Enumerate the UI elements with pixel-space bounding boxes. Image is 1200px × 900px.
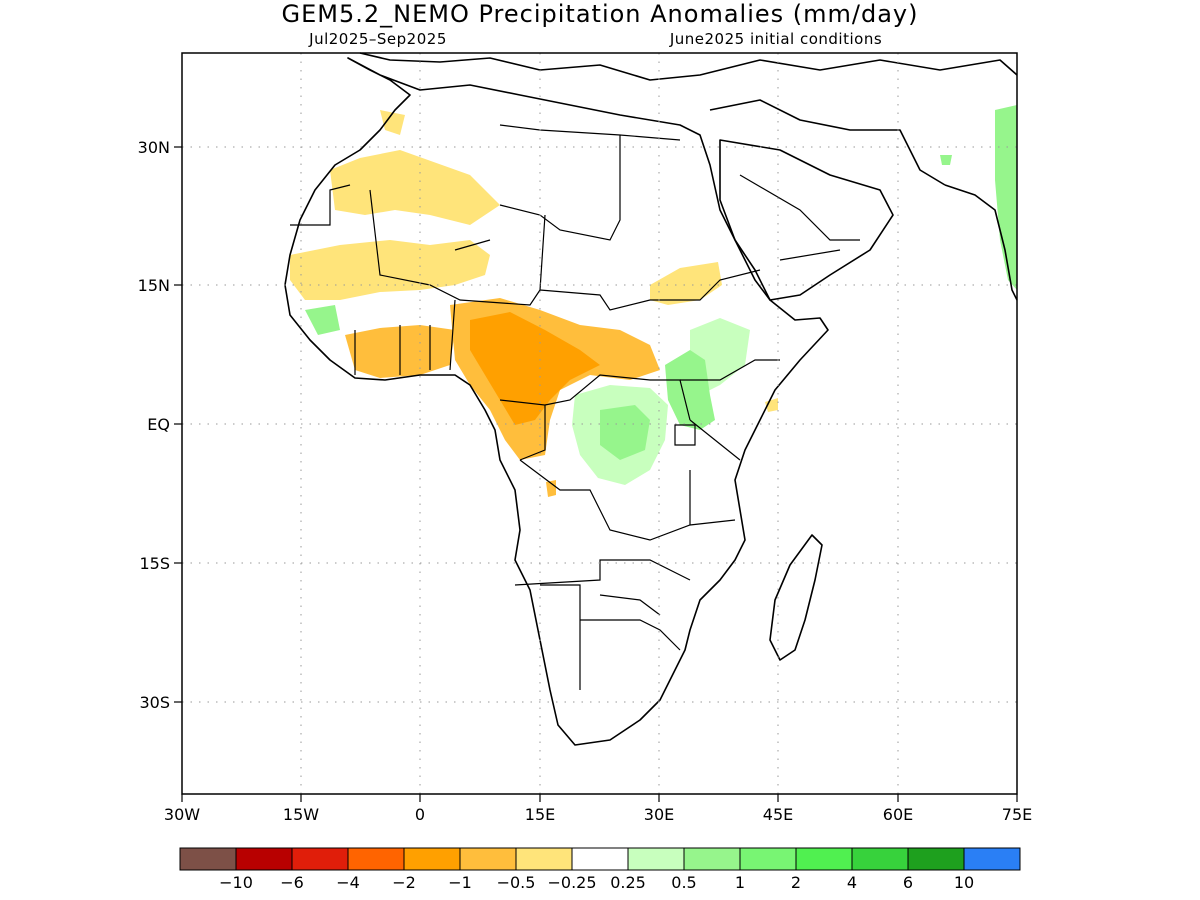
anomaly-patch-somalia-coast	[765, 398, 778, 412]
lon-label-75e: 75E	[1002, 805, 1032, 824]
lat-label-eq: EQ	[147, 415, 170, 434]
border-sahara-north	[499, 124, 681, 241]
anomaly-patch-sahel-west	[290, 240, 490, 300]
anomaly-patch-east-africa	[665, 350, 715, 430]
anomaly-shading	[290, 105, 1017, 497]
colorbar-swatch-5	[459, 847, 517, 871]
colorbar-swatch-11	[795, 847, 853, 871]
colorbar-swatch-3	[347, 847, 405, 871]
africa-coastline	[284, 57, 829, 746]
india-coastline	[944, 184, 1018, 301]
coastlines	[284, 52, 1018, 746]
map-frame: 30W 15W 0 15E 30E 45E 60E 75E 30N 15N EQ…	[138, 52, 1033, 824]
colorbar-label-2: −4	[336, 873, 360, 892]
anomaly-patch-congo-core	[600, 405, 650, 460]
colorbar-swatch-10	[739, 847, 797, 871]
colorbar-swatches	[179, 847, 1021, 871]
tick-marks	[174, 146, 1018, 802]
border-arabia	[739, 174, 860, 261]
lon-label-30e: 30E	[644, 805, 674, 824]
madagascar-coastline	[769, 534, 823, 661]
colorbar-swatch-13	[907, 847, 965, 871]
lon-label-0: 0	[415, 805, 425, 824]
colorbar-swatch-0	[179, 847, 237, 871]
lat-label-30s: 30S	[139, 693, 170, 712]
lon-label-45e: 45E	[763, 805, 793, 824]
anomaly-patch-northwest	[380, 110, 405, 135]
colorbar-label-10: 2	[791, 873, 801, 892]
colorbar-label-1: −6	[280, 873, 304, 892]
anomaly-patch-sudan	[650, 262, 722, 305]
colorbar-swatch-7	[571, 847, 629, 871]
lon-label-60e: 60E	[883, 805, 913, 824]
colorbar-swatch-14	[963, 847, 1021, 871]
tick-labels: 30W 15W 0 15E 30E 45E 60E 75E 30N 15N EQ…	[138, 138, 1033, 824]
anomaly-patch-small-south	[546, 480, 556, 497]
colorbar-swatch-6	[515, 847, 573, 871]
lake-victoria	[674, 424, 696, 446]
lat-label-15n: 15N	[138, 276, 170, 295]
colorbar-swatch-9	[683, 847, 741, 871]
colorbar-label-5: −0.5	[497, 873, 536, 892]
colorbar-swatch-1	[235, 847, 293, 871]
colorbar-swatch-4	[403, 847, 461, 871]
colorbar-label-3: −2	[392, 873, 416, 892]
subtitle-period: Jul2025–Sep2025	[308, 30, 447, 48]
colorbar-label-0: −10	[219, 873, 253, 892]
lon-label-15w: 15W	[283, 805, 319, 824]
arabia-coastline	[719, 139, 894, 301]
border-southern-africa	[514, 559, 691, 690]
anomaly-patch-small-wet	[940, 155, 952, 165]
anomaly-patch-nigeria-core	[470, 312, 600, 425]
colorbar-label-6: −0.25	[547, 873, 596, 892]
colorbar-label-7: 0.25	[610, 873, 646, 892]
anomaly-patch-india	[995, 105, 1017, 290]
border-sahel	[369, 189, 761, 311]
colorbar-swatch-12	[851, 847, 909, 871]
colorbar-labels: −10 −6 −4 −2 −1 −0.5 −0.25 0.25 0.5 1 2 …	[219, 873, 974, 892]
colorbar: −10 −6 −4 −2 −1 −0.5 −0.25 0.25 0.5 1 2 …	[179, 847, 1021, 892]
border-west-africa	[290, 184, 456, 375]
map-grid	[182, 53, 1017, 794]
colorbar-label-12: 6	[903, 873, 913, 892]
colorbar-label-8: 0.5	[671, 873, 696, 892]
colorbar-label-4: −1	[448, 873, 472, 892]
border-east-africa	[680, 359, 780, 525]
colorbar-swatch-8	[627, 847, 685, 871]
colorbar-swatch-2	[291, 847, 349, 871]
subtitle-init: June2025 initial conditions	[669, 30, 882, 48]
europe-coastline	[359, 52, 1018, 81]
anomaly-patch-guinea-west	[305, 305, 340, 335]
colorbar-label-13: 10	[954, 873, 974, 892]
lat-label-15s: 15S	[139, 554, 170, 573]
lon-label-15e: 15E	[525, 805, 555, 824]
middle-east-coastline	[709, 99, 946, 186]
map-title: GEM5.2_NEMO Precipitation Anomalies (mm/…	[282, 0, 919, 28]
lon-label-30w: 30W	[164, 805, 200, 824]
colorbar-label-11: 4	[847, 873, 857, 892]
colorbar-label-9: 1	[735, 873, 745, 892]
country-borders	[290, 124, 860, 690]
lat-label-30n: 30N	[138, 138, 170, 157]
